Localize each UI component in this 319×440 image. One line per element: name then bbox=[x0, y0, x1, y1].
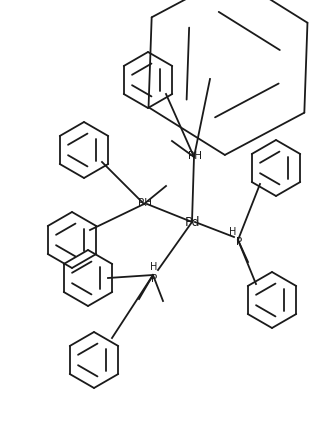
Text: Pd: Pd bbox=[184, 216, 200, 228]
Text: H: H bbox=[229, 227, 237, 237]
Text: PH: PH bbox=[188, 151, 202, 161]
Text: P: P bbox=[236, 237, 242, 247]
Text: P: P bbox=[151, 274, 157, 284]
Text: PH: PH bbox=[138, 198, 152, 208]
Text: H: H bbox=[150, 262, 158, 272]
